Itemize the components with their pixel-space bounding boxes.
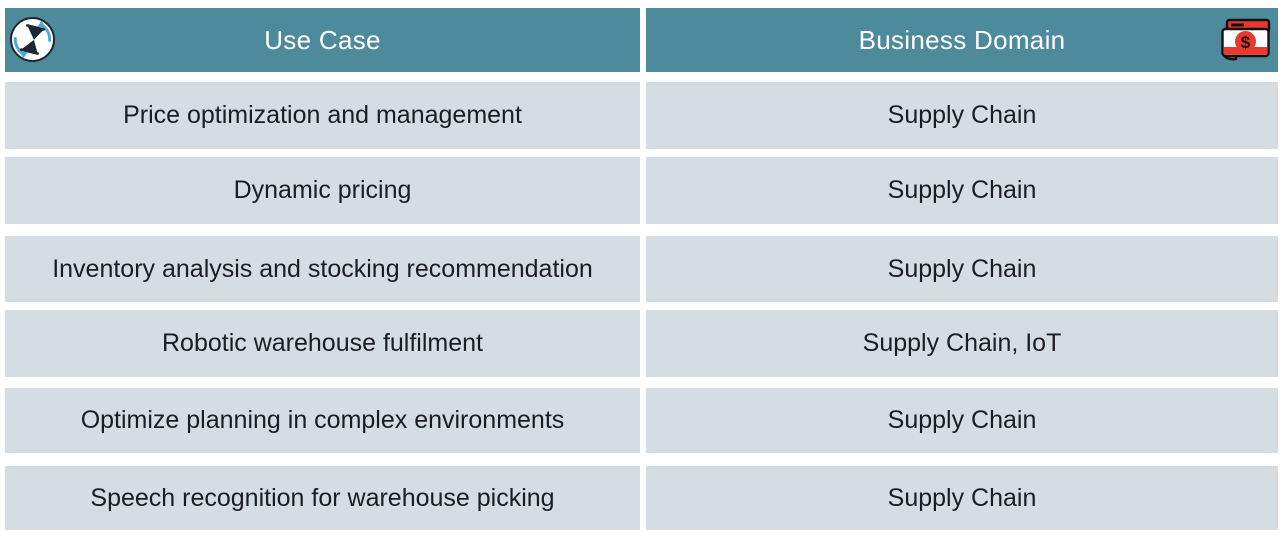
table-row: Speech recognition for warehouse picking… <box>5 466 1278 530</box>
column-header-business-domain-label: Business Domain <box>858 24 1066 55</box>
hourglass-cycle-icon <box>9 16 56 63</box>
use-case-cell: Optimize planning in complex environment… <box>5 388 640 453</box>
business-domain-cell: Supply Chain, IoT <box>646 310 1278 377</box>
column-divider <box>640 8 646 72</box>
business-domain-cell: Supply Chain <box>646 236 1278 302</box>
column-divider <box>640 466 646 530</box>
use-case-cell: Robotic warehouse fulfilment <box>5 310 640 377</box>
use-case-cell: Price optimization and management <box>5 82 640 149</box>
column-divider <box>640 82 646 149</box>
table-row: Dynamic pricing Supply Chain <box>5 157 1278 224</box>
table-header-row: Use Case Business Domain <box>5 8 1278 72</box>
use-case-cell: Inventory analysis and stocking recommen… <box>5 236 640 302</box>
column-divider <box>640 157 646 224</box>
money-icon: $ <box>1220 17 1272 63</box>
business-domain-cell: Supply Chain <box>646 157 1278 224</box>
column-divider <box>640 310 646 377</box>
column-header-business-domain: Business Domain <box>646 8 1278 72</box>
column-header-use-case-label: Use Case <box>264 24 381 55</box>
table-row: Robotic warehouse fulfilment Supply Chai… <box>5 310 1278 377</box>
business-domain-cell: Supply Chain <box>646 388 1278 453</box>
table-row: Price optimization and management Supply… <box>5 82 1278 149</box>
use-case-cell: Dynamic pricing <box>5 157 640 224</box>
column-divider <box>640 388 646 453</box>
table-row: Inventory analysis and stocking recommen… <box>5 236 1278 302</box>
business-domain-cell: Supply Chain <box>646 466 1278 530</box>
column-divider <box>640 236 646 302</box>
business-domain-cell: Supply Chain <box>646 82 1278 149</box>
use-case-table: Use Case Business Domain <box>5 8 1278 530</box>
column-header-use-case: Use Case <box>5 8 640 72</box>
svg-text:$: $ <box>1241 33 1251 52</box>
table-row: Optimize planning in complex environment… <box>5 388 1278 453</box>
use-case-cell: Speech recognition for warehouse picking <box>5 466 640 530</box>
